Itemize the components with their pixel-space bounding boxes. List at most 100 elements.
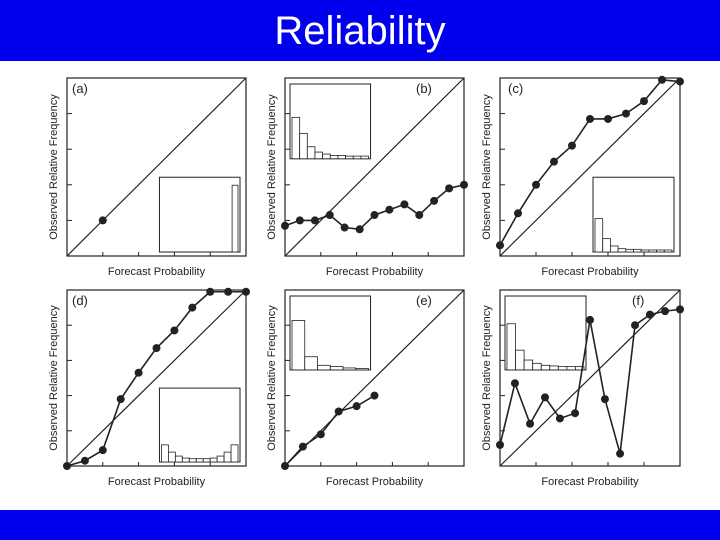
- perfect-reliability-line: [284, 289, 465, 467]
- histogram-bar: [523, 359, 534, 371]
- inset-histogram-frame: [158, 176, 241, 253]
- data-point: [645, 310, 654, 319]
- plot-frame: [66, 289, 247, 467]
- data-point: [658, 75, 666, 84]
- histogram-bar: [610, 245, 619, 253]
- data-point: [298, 442, 307, 451]
- data-point: [571, 409, 580, 418]
- data-point: [616, 449, 625, 458]
- histogram-bar: [532, 362, 542, 371]
- histogram-bar: [640, 249, 650, 253]
- data-point: [514, 209, 522, 218]
- y-axis-label: Observed Relative Frequency: [48, 305, 60, 451]
- histogram-bar: [656, 249, 665, 253]
- x-axis-label: Forecast Probability: [326, 266, 424, 278]
- data-point: [134, 368, 143, 377]
- data-point: [370, 391, 379, 400]
- data-point: [206, 287, 215, 296]
- data-point: [532, 180, 540, 189]
- data-point: [334, 407, 343, 416]
- data-point: [640, 97, 648, 106]
- histogram-bar: [617, 248, 627, 253]
- reliability-panel-3: (c) Forecast Probability Observed Relative…: [481, 75, 684, 278]
- panel-label: (e): [416, 293, 432, 308]
- histogram-bar: [181, 457, 190, 463]
- histogram-bar: [355, 368, 369, 371]
- histogram-bar: [188, 458, 197, 463]
- data-point: [352, 402, 361, 411]
- data-point: [170, 326, 179, 335]
- x-axis-label: Forecast Probability: [541, 266, 639, 278]
- data-point: [550, 157, 558, 166]
- plot-frame: [284, 77, 465, 257]
- histogram-bar: [291, 116, 301, 160]
- histogram-bar: [602, 238, 611, 253]
- histogram-bar: [337, 155, 346, 160]
- data-point: [385, 205, 394, 214]
- histogram-bar: [633, 248, 642, 253]
- data-point: [622, 109, 630, 118]
- data-point: [445, 184, 454, 193]
- data-point: [568, 141, 576, 150]
- histogram-bar: [515, 349, 525, 371]
- plot-frame: [499, 77, 681, 257]
- reliability-panel-2: (b) Forecast Probability Observed Relative…: [266, 77, 468, 278]
- histogram-bar: [506, 323, 516, 371]
- x-axis-label: Forecast Probability: [108, 266, 206, 278]
- histogram-bar: [594, 218, 604, 253]
- histogram-bar: [360, 155, 369, 160]
- y-axis-label: Observed Relative Frequency: [481, 305, 493, 451]
- histogram-bar: [202, 458, 211, 463]
- reliability-panel-5: (e) Forecast Probability Observed Relative…: [266, 289, 465, 488]
- histogram-bar: [174, 455, 183, 463]
- data-point: [98, 446, 107, 455]
- data-point: [281, 462, 289, 470]
- histogram-bar: [195, 458, 204, 463]
- histogram-bar: [223, 451, 232, 463]
- histogram-bar: [345, 155, 354, 160]
- data-point: [224, 287, 233, 296]
- histogram-bar: [230, 444, 239, 463]
- histogram-bar: [549, 365, 559, 371]
- histogram-bar: [329, 366, 344, 371]
- x-axis-label: Forecast Probability: [541, 476, 639, 488]
- histogram-bar: [161, 444, 169, 463]
- perfect-reliability-line: [66, 289, 247, 467]
- data-point: [586, 315, 594, 324]
- inset-histogram-frame: [158, 387, 241, 463]
- histogram-bar: [557, 366, 568, 371]
- data-point: [152, 344, 161, 353]
- reliability-curve: [284, 394, 375, 467]
- panel-label: (b): [416, 81, 432, 96]
- histogram-bar: [352, 155, 362, 160]
- data-point: [316, 430, 325, 439]
- data-point: [496, 440, 504, 449]
- perfect-reliability-line: [499, 289, 681, 467]
- reliability-panel-4: (d) Forecast Probability Observed Relative…: [48, 287, 250, 488]
- perfect-reliability-line: [66, 77, 247, 257]
- data-point: [242, 287, 250, 296]
- histogram-bar: [299, 132, 308, 160]
- plot-frame: [66, 77, 247, 257]
- plot-frame: [284, 289, 465, 467]
- data-point: [188, 303, 197, 312]
- data-point: [555, 414, 564, 423]
- y-axis-label: Observed Relative Frequency: [266, 94, 278, 240]
- histogram-bar: [575, 366, 585, 371]
- data-point: [526, 419, 535, 428]
- data-point: [676, 77, 684, 86]
- x-axis-label: Forecast Probability: [108, 476, 206, 488]
- data-point: [80, 456, 89, 465]
- histogram-bar: [566, 366, 576, 371]
- data-point: [98, 216, 107, 225]
- title-bar: Reliability: [0, 0, 720, 61]
- y-axis-label: Observed Relative Frequency: [481, 94, 493, 240]
- histogram-bar: [648, 249, 658, 253]
- histogram-bar: [216, 455, 225, 463]
- panel-label: (d): [72, 293, 88, 308]
- panel-label: (f): [632, 293, 644, 308]
- slide-title: Reliability: [274, 9, 446, 53]
- data-point: [460, 180, 468, 189]
- histogram-bar: [231, 184, 239, 253]
- histogram-bar: [209, 457, 218, 463]
